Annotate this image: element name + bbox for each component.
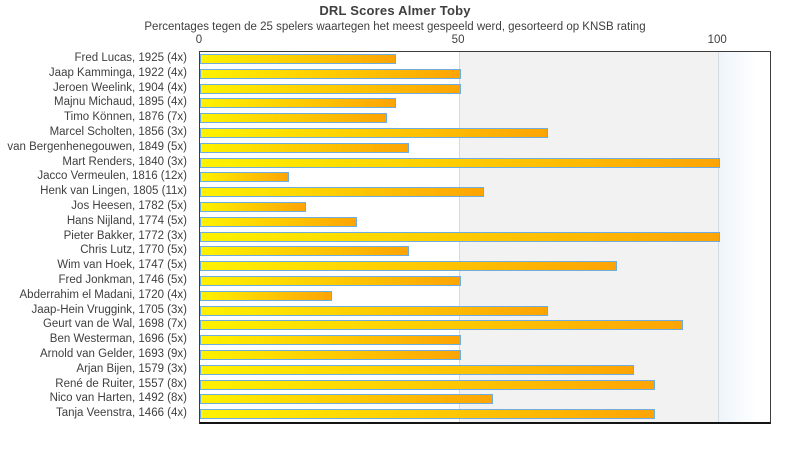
y-axis-labels: Fred Lucas, 1925 (4x) Jaap Kamminga, 1922… [0, 51, 193, 421]
y-axis-label: Chris Lutz, 1770 (5x) [80, 244, 187, 257]
y-axis-label: Ben Westerman, 1696 (5x) [49, 333, 187, 346]
bar [200, 290, 332, 301]
x-axis-tick-label: 100 [707, 34, 727, 46]
bar [200, 261, 617, 272]
plot-area [199, 51, 771, 424]
y-axis-label: Hans Nijland, 1774 (5x) [66, 214, 187, 227]
bar [200, 275, 462, 286]
bar [200, 216, 358, 227]
bar [200, 113, 387, 124]
y-axis-label: Abderrahim el Madani, 1720 (4x) [19, 288, 187, 301]
bar [200, 187, 485, 198]
bar [200, 53, 397, 64]
x-axis-tick-label: 0 [195, 34, 203, 46]
y-axis-label: Geurt van de Wal, 1698 (7x) [42, 318, 187, 331]
bar [200, 305, 548, 316]
bar [200, 320, 684, 331]
bar [200, 83, 462, 94]
bar [200, 231, 721, 242]
y-axis-label: Jaap Kamminga, 1922 (4x) [48, 66, 187, 79]
y-axis-label: Henk van Lingen, 1805 (11x) [40, 185, 187, 198]
y-axis-label: van Bergenhenegouwen, 1849 (5x) [7, 140, 187, 153]
bar [200, 394, 494, 405]
x-axis-tick-label: 50 [451, 34, 465, 46]
bar [200, 127, 548, 138]
y-axis-label: Fred Lucas, 1925 (4x) [74, 52, 187, 64]
x-axis-ticks: 0 50 100 [0, 34, 790, 49]
bar [200, 409, 656, 420]
y-axis-label: Fred Jonkman, 1746 (5x) [58, 274, 187, 286]
bar [200, 98, 397, 109]
bar [200, 142, 410, 153]
bar [200, 335, 462, 346]
y-axis-label: Jaap-Hein Vruggink, 1705 (3x) [31, 303, 187, 316]
y-axis-label: Marcel Scholten, 1856 (3x) [49, 126, 187, 138]
y-axis-label: Pieter Bakker, 1772 (3x) [63, 229, 187, 242]
y-axis-label: Mart Renders, 1840 (3x) [62, 155, 187, 168]
y-axis-label: Arnold van Gelder, 1693 (9x) [39, 348, 187, 360]
y-axis-label: Tanja Veenstra, 1466 (4x) [55, 407, 187, 420]
bar [200, 364, 634, 375]
y-axis-label: Jacco Vermeulen, 1816 (12x) [37, 170, 187, 183]
y-axis-label: Jeroen Weelink, 1904 (4x) [52, 81, 187, 94]
bar [200, 157, 721, 168]
y-axis-label: Nico van Harten, 1492 (8x) [49, 392, 187, 405]
y-axis-label: Wim van Hoek, 1747 (5x) [57, 259, 187, 272]
y-axis-label: Arjan Bijen, 1579 (3x) [76, 362, 187, 375]
bar [200, 201, 306, 212]
y-axis-label: Timo Können, 1876 (7x) [64, 111, 187, 124]
bar [200, 349, 462, 360]
bar [200, 379, 656, 390]
bar [200, 172, 289, 183]
chart-subtitle: Percentages tegen de 25 spelers waartege… [144, 21, 646, 33]
y-axis-label: Jos Heesen, 1782 (5x) [71, 200, 187, 212]
y-axis-label: Majnu Michaud, 1895 (4x) [54, 96, 187, 109]
chart-title: DRL Scores Almer Toby [319, 3, 471, 18]
y-axis-label: René de Ruiter, 1557 (8x) [55, 377, 187, 390]
bar [200, 68, 462, 79]
bar [200, 246, 410, 257]
